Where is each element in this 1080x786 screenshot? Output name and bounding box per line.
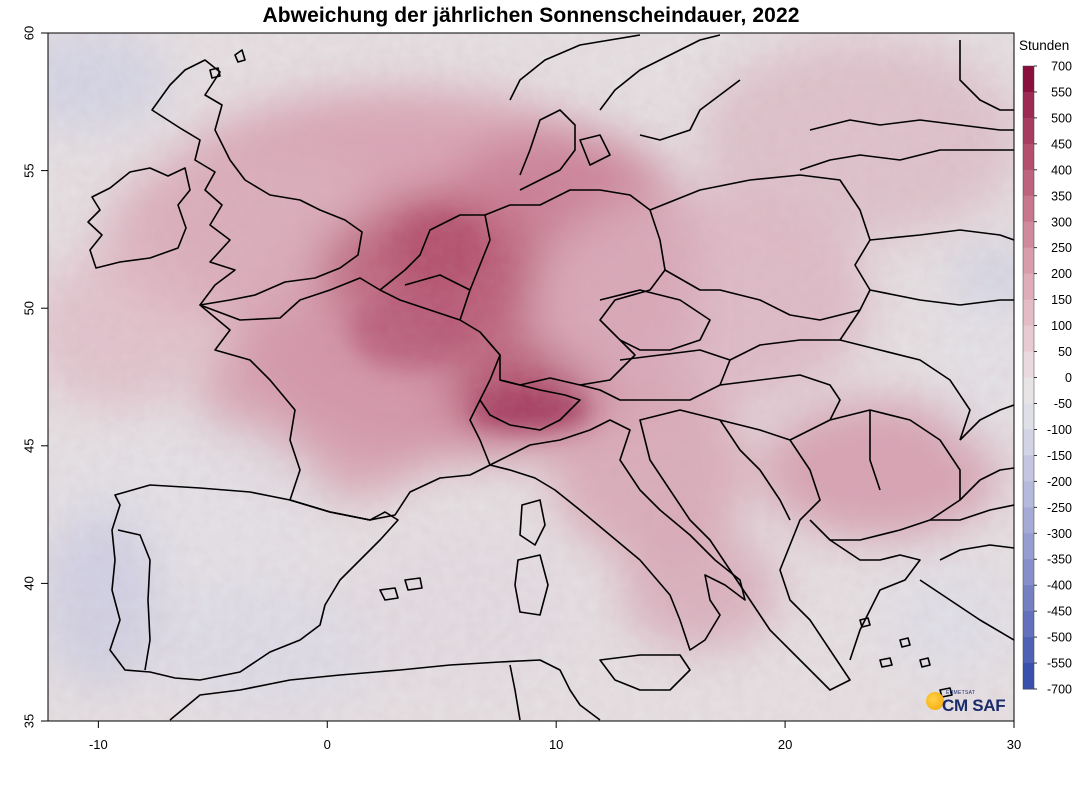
legend-label: -50 xyxy=(1054,397,1072,411)
legend-swatch xyxy=(1023,611,1034,638)
legend-swatch xyxy=(1023,377,1034,404)
legend-label: -550 xyxy=(1047,657,1072,671)
legend-swatch xyxy=(1023,351,1034,378)
legend-swatch xyxy=(1023,533,1034,560)
legend-swatch xyxy=(1023,143,1034,171)
legend-swatch xyxy=(1023,221,1034,249)
y-tick-label: 55 xyxy=(21,163,36,177)
legend-swatch xyxy=(1023,273,1034,301)
legend-label: -350 xyxy=(1047,553,1072,567)
country-borders xyxy=(87,34,1014,721)
legend-label: -250 xyxy=(1047,501,1072,515)
legend-swatch xyxy=(1023,559,1034,586)
legend-swatch xyxy=(1023,247,1034,275)
legend-swatch xyxy=(1023,663,1034,690)
y-axis: 35 40 45 50 55 60 xyxy=(21,26,48,728)
legend-label: 350 xyxy=(1051,189,1072,203)
legend-label: 700 xyxy=(1051,60,1072,74)
legend-label: -700 xyxy=(1047,683,1072,697)
legend-swatch xyxy=(1023,585,1034,612)
legend-swatch xyxy=(1023,455,1034,482)
legend-swatch xyxy=(1023,637,1034,664)
legend-label: 100 xyxy=(1051,319,1072,333)
y-tick-label: 40 xyxy=(21,576,36,590)
legend-label: 300 xyxy=(1051,215,1072,229)
legend-title: Stunden xyxy=(1019,38,1070,53)
legend-label: 250 xyxy=(1051,241,1072,255)
legend-label: -500 xyxy=(1047,631,1072,645)
legend-label: 0 xyxy=(1065,371,1072,385)
legend-label: -400 xyxy=(1047,579,1072,593)
y-tick-label: 35 xyxy=(21,714,36,728)
legend-label: 200 xyxy=(1051,267,1072,281)
legend-label: -450 xyxy=(1047,605,1072,619)
x-tick-label: 0 xyxy=(324,737,331,752)
x-tick-label: -10 xyxy=(89,737,108,752)
legend-swatch xyxy=(1023,429,1034,456)
legend-label: -200 xyxy=(1047,475,1072,489)
legend-label: -300 xyxy=(1047,527,1072,541)
y-tick-label: 50 xyxy=(21,301,36,315)
legend-label: 50 xyxy=(1058,345,1072,359)
legend-swatch xyxy=(1023,403,1034,430)
y-tick-label: 45 xyxy=(21,439,36,453)
page-title: Abweichung der jährlichen Sonnenscheinda… xyxy=(262,4,800,27)
x-tick-label: 10 xyxy=(549,737,563,752)
x-axis: -10 0 10 20 30 xyxy=(89,721,1021,752)
legend-label: -150 xyxy=(1047,449,1072,463)
sun-icon xyxy=(926,692,944,710)
legend-swatch xyxy=(1023,325,1034,353)
legend-swatch xyxy=(1023,299,1034,327)
anomaly-field xyxy=(48,33,1014,721)
legend-swatch xyxy=(1023,117,1034,145)
cm-saf-logo: EUMETSAT CM SAF xyxy=(926,690,1016,716)
logo-top-text: EUMETSAT xyxy=(946,690,976,696)
legend-swatch xyxy=(1023,481,1034,508)
legend-colorbar: 700550500450400350300250200150100500-50-… xyxy=(1022,60,1072,697)
legend-swatch xyxy=(1023,91,1034,119)
legend-label: 550 xyxy=(1051,85,1072,99)
legend-swatch xyxy=(1023,195,1034,223)
x-tick-label: 30 xyxy=(1007,737,1021,752)
legend-swatch xyxy=(1023,66,1034,93)
plot-frame xyxy=(47,32,1015,722)
logo-main-text: CM SAF xyxy=(942,696,1006,715)
legend-label: -100 xyxy=(1047,423,1072,437)
legend-label: 400 xyxy=(1051,163,1072,177)
x-tick-label: 20 xyxy=(778,737,792,752)
legend-label: 150 xyxy=(1051,293,1072,307)
legend-label: 500 xyxy=(1051,111,1072,125)
legend-swatch xyxy=(1023,169,1034,197)
legend-swatch xyxy=(1023,507,1034,534)
y-tick-label: 60 xyxy=(21,26,36,40)
legend-label: 450 xyxy=(1051,137,1072,151)
